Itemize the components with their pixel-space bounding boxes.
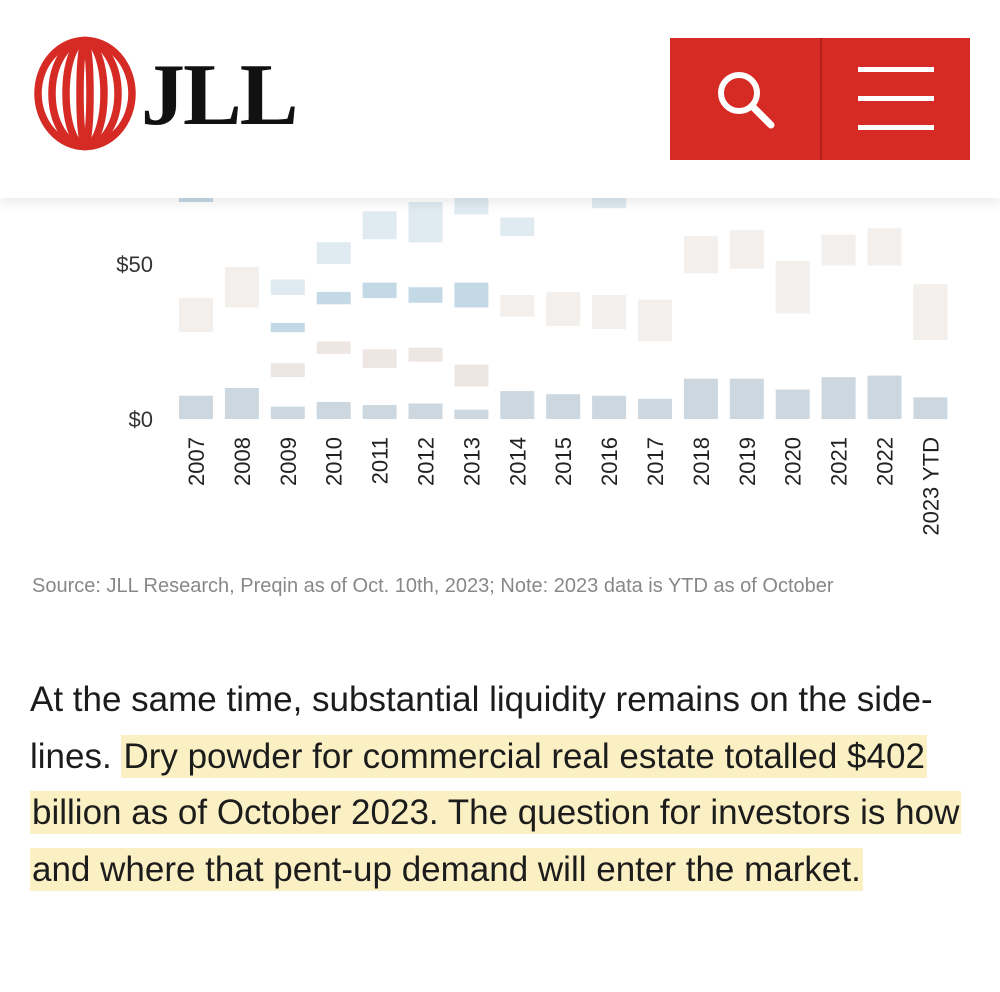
bar-2023-YTD — [913, 397, 948, 419]
logo-text: JLL — [141, 47, 298, 144]
range-marker-3-2009 — [270, 363, 305, 378]
range-marker-2-2013 — [454, 282, 489, 308]
range-marker-0-2018 — [683, 236, 718, 274]
bar-2007 — [179, 395, 213, 419]
range-marker-3-2011 — [362, 349, 397, 368]
bar-2015 — [546, 394, 581, 419]
x-tick-label: 2015 — [551, 437, 576, 486]
x-tick-label: 2010 — [322, 437, 347, 486]
bar-2022 — [867, 375, 902, 419]
range-marker-3-2010 — [316, 341, 351, 354]
bar-2010 — [316, 401, 351, 419]
bar-2013 — [454, 409, 489, 419]
x-tick-label: 2022 — [873, 437, 898, 486]
range-marker-3-2013 — [454, 364, 489, 387]
range-marker-1-2014 — [500, 217, 535, 237]
dry-powder-chart: $0 $50 2007 2008 2009 2010 2011 2012 2013 2014 201… — [0, 198, 1000, 558]
range-marker-0-2023-YTD — [913, 284, 948, 340]
range-marker-0-2008 — [224, 267, 259, 308]
chart-source-note: Source: JLL Research, Preqin as of Oct. … — [32, 575, 834, 597]
bar-2009 — [270, 406, 305, 419]
y-tick-label: $0 — [129, 407, 153, 432]
x-tick-label: 2016 — [597, 437, 622, 486]
bar-2016 — [592, 395, 627, 419]
range-marker-0-2020 — [775, 260, 810, 314]
x-tick-label: 2008 — [230, 437, 255, 486]
range-marker-1-2012 — [408, 202, 443, 243]
jll-logo[interactable]: JLL — [33, 36, 298, 151]
x-tick-label: 2014 — [505, 437, 530, 486]
x-tick-label: 2013 — [459, 437, 484, 486]
bar-2019 — [729, 378, 764, 419]
range-marker-2-2007 — [179, 198, 213, 202]
range-marker-1-2013 — [454, 198, 489, 215]
jll-logo-mark-icon — [34, 36, 136, 151]
menu-button[interactable] — [822, 38, 970, 160]
range-marker-0-2021 — [821, 234, 856, 266]
x-tick-label: 2012 — [414, 437, 439, 486]
range-marker-0-2019 — [729, 229, 764, 269]
range-marker-2-2011 — [362, 282, 397, 299]
x-tick-label: 2023 YTD — [918, 437, 943, 536]
range-marker-1-2010 — [316, 242, 351, 264]
y-tick-label: $50 — [116, 252, 153, 277]
range-marker-2-2010 — [316, 291, 351, 305]
bar-2008 — [224, 388, 259, 419]
x-tick-label: 2018 — [689, 437, 714, 486]
range-marker-0-2015 — [546, 291, 581, 326]
chart-svg: $0 $50 2007 2008 2009 2010 2011 2012 2013 2014 201… — [116, 198, 948, 536]
x-tick-label: 2021 — [827, 437, 852, 486]
range-marker-2-2012 — [408, 287, 443, 303]
paragraph-plain-text: At the same time, substantial liquidity … — [30, 680, 933, 776]
x-tick-label: 2020 — [781, 437, 806, 486]
range-marker-0-2007 — [179, 298, 213, 333]
bar-2012 — [408, 403, 443, 419]
x-tick-label: 2019 — [735, 437, 760, 486]
range-marker-3-2012 — [408, 347, 443, 362]
site-header: JLL — [0, 0, 1000, 198]
range-marker-0-2017 — [638, 299, 672, 342]
bar-2021 — [821, 377, 856, 419]
article-paragraph: At the same time, substantial liquidity … — [30, 672, 970, 898]
range-marker-1-2016 — [592, 198, 627, 209]
bar-2020 — [775, 389, 810, 419]
search-button[interactable] — [670, 38, 820, 160]
range-marker-2-2009 — [270, 322, 305, 333]
bar-2011 — [362, 405, 397, 419]
search-icon — [718, 72, 775, 129]
x-tick-label: 2017 — [643, 437, 668, 486]
range-marker-0-2016 — [592, 295, 627, 330]
range-marker-0-2022 — [867, 228, 902, 266]
bar-2017 — [638, 398, 672, 419]
bar-2014 — [500, 391, 535, 419]
x-tick-label: 2009 — [276, 437, 301, 486]
hamburger-menu-icon — [858, 67, 934, 130]
x-tick-label: 2011 — [368, 437, 393, 484]
range-marker-1-2009 — [270, 279, 305, 295]
range-marker-0-2014 — [500, 295, 535, 317]
bar-2018 — [683, 378, 718, 419]
x-tick-label: 2007 — [184, 437, 209, 486]
header-button-divider — [820, 38, 822, 160]
range-marker-1-2011 — [362, 211, 397, 240]
highlighted-text: Dry powder for commercial real estate to… — [30, 734, 962, 891]
